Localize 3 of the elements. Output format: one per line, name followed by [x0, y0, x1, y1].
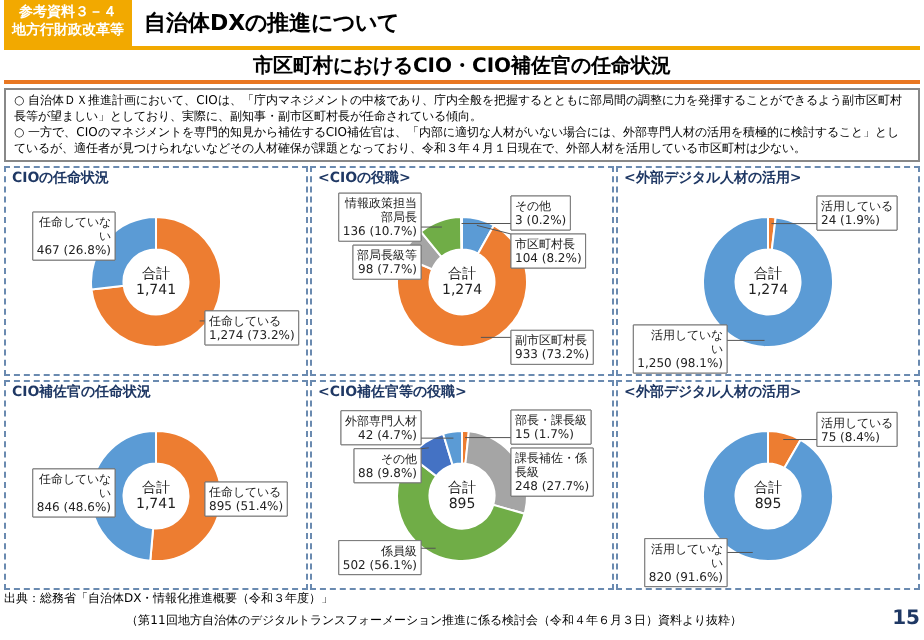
text: 自治体DXの推進について [142, 8, 402, 40]
text: 15 [892, 608, 920, 630]
text: 市区町村におけるCIO・CIO補佐官の任命状況 [4, 54, 920, 84]
